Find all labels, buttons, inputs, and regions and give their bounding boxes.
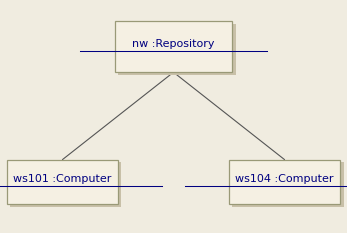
Text: nw :Repository: nw :Repository — [132, 39, 215, 49]
Text: ws101 :Computer: ws101 :Computer — [13, 175, 112, 184]
FancyBboxPatch shape — [10, 162, 121, 207]
FancyBboxPatch shape — [7, 160, 118, 204]
FancyBboxPatch shape — [232, 162, 344, 207]
FancyBboxPatch shape — [115, 21, 232, 72]
FancyBboxPatch shape — [229, 160, 340, 204]
Text: ws104 :Computer: ws104 :Computer — [235, 175, 334, 184]
FancyBboxPatch shape — [118, 24, 236, 75]
